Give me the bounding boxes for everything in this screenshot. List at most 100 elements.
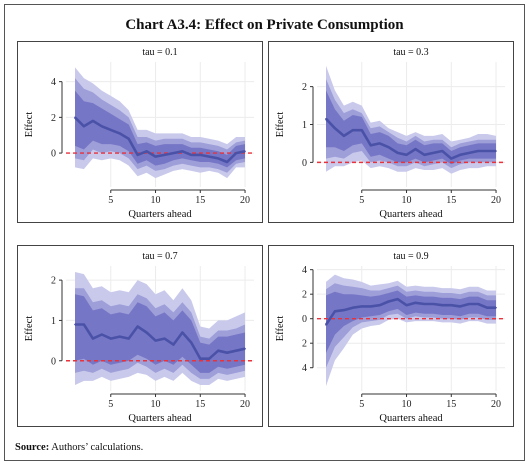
y-tick-label: 4 (51, 77, 56, 88)
data-point (155, 340, 157, 342)
data-point (74, 324, 76, 326)
data-point (191, 154, 193, 156)
source-label: Source: (15, 442, 49, 453)
panel-title: tau = 0.3 (393, 47, 428, 58)
x-tick-label: 10 (151, 399, 161, 410)
data-point (361, 129, 363, 131)
y-tick-label: 1 (51, 316, 56, 327)
data-point (182, 332, 184, 334)
data-point (92, 120, 94, 122)
x-tick-label: 20 (240, 195, 250, 206)
data-point (406, 304, 408, 306)
y-tick-label: 0 (302, 314, 307, 325)
y-axis-label: Effect (24, 112, 35, 138)
y-tick-label: 4 (302, 363, 307, 374)
data-point (334, 127, 336, 129)
panel-title: tau = 0.1 (142, 47, 177, 58)
data-point (388, 301, 390, 303)
data-point (92, 338, 94, 340)
data-point (379, 304, 381, 306)
data-point (325, 118, 327, 120)
x-tick-label: 10 (402, 195, 412, 206)
panel-tau-0-3: 5 10 15 20 0 1 2 tau = 0.3 Quarters ahead Effect (268, 41, 514, 223)
data-point (415, 148, 417, 150)
data-point (450, 304, 452, 306)
panel-title: tau = 0.7 (142, 251, 177, 262)
y-tick-label: 2 (302, 290, 307, 301)
data-point (235, 350, 237, 352)
data-point (164, 154, 166, 156)
x-tick-label: 5 (359, 399, 364, 410)
data-point (199, 154, 201, 156)
y-tick-label: 2 (302, 339, 307, 350)
x-tick-label: 20 (240, 399, 250, 410)
data-point (173, 152, 175, 154)
x-tick-label: 15 (195, 399, 205, 410)
data-point (370, 145, 372, 147)
data-point (468, 152, 470, 154)
data-point (119, 133, 121, 135)
data-point (486, 150, 488, 152)
data-point (406, 154, 408, 156)
data-point (110, 338, 112, 340)
data-point (397, 152, 399, 154)
data-point (146, 332, 148, 334)
data-point (208, 156, 210, 158)
data-point (83, 125, 85, 127)
y-tick-label: 0 (51, 149, 56, 160)
data-point (137, 154, 139, 156)
figure-title: Chart A3.4: Effect on Private Consumptio… (5, 17, 524, 34)
data-point (146, 150, 148, 152)
data-point (182, 150, 184, 152)
data-point (164, 338, 166, 340)
data-point (459, 154, 461, 156)
panel-tau-0-7: 5 10 15 20 0 1 2 tau = 0.7 Quarters ahead Effect (17, 245, 263, 427)
data-point (370, 306, 372, 308)
source-text: Authors’ calculations. (49, 442, 143, 453)
data-point (226, 352, 228, 354)
data-point (442, 304, 444, 306)
data-point (244, 348, 246, 350)
x-tick-label: 10 (402, 399, 412, 410)
data-point (361, 306, 363, 308)
panel-tau-0-1: 5 10 15 20 0 2 4 tau = 0.1 Quarters ahead Effect (17, 41, 263, 223)
data-point (101, 334, 103, 336)
data-point (128, 138, 130, 140)
x-axis-label: Quarters ahead (379, 413, 443, 424)
x-tick-label: 5 (108, 399, 113, 410)
y-axis-label: Effect (24, 316, 35, 342)
figure-frame: Chart A3.4: Effect on Private Consumptio… (4, 4, 525, 461)
data-point (397, 298, 399, 300)
data-point (173, 344, 175, 346)
x-axis-label: Quarters ahead (128, 413, 192, 424)
data-point (128, 338, 130, 340)
data-point (155, 156, 157, 158)
data-point (83, 324, 85, 326)
data-point (325, 324, 327, 326)
x-axis-label: Quarters ahead (128, 209, 192, 220)
data-point (424, 154, 426, 156)
y-tick-label: 1 (302, 120, 307, 131)
x-axis-label: Quarters ahead (379, 209, 443, 220)
data-point (352, 129, 354, 131)
data-point (495, 307, 497, 309)
data-point (415, 302, 417, 304)
chart-tau-0-3: 5 10 15 20 0 1 2 tau = 0.3 Quarters ahead Effect (269, 42, 513, 222)
data-point (343, 309, 345, 311)
data-point (477, 150, 479, 152)
data-point (119, 336, 121, 338)
x-tick-label: 15 (446, 399, 456, 410)
x-tick-label: 5 (359, 195, 364, 206)
data-point (110, 129, 112, 131)
data-point (352, 307, 354, 309)
data-point (191, 342, 193, 344)
y-axis-label: Effect (275, 316, 286, 342)
data-point (101, 125, 103, 127)
chart-tau-0-1: 5 10 15 20 0 2 4 tau = 0.1 Quarters ahead Effect (18, 42, 262, 222)
data-point (226, 161, 228, 163)
data-point (217, 350, 219, 352)
x-tick-label: 15 (446, 195, 456, 206)
data-point (433, 152, 435, 154)
x-tick-label: 5 (108, 195, 113, 206)
